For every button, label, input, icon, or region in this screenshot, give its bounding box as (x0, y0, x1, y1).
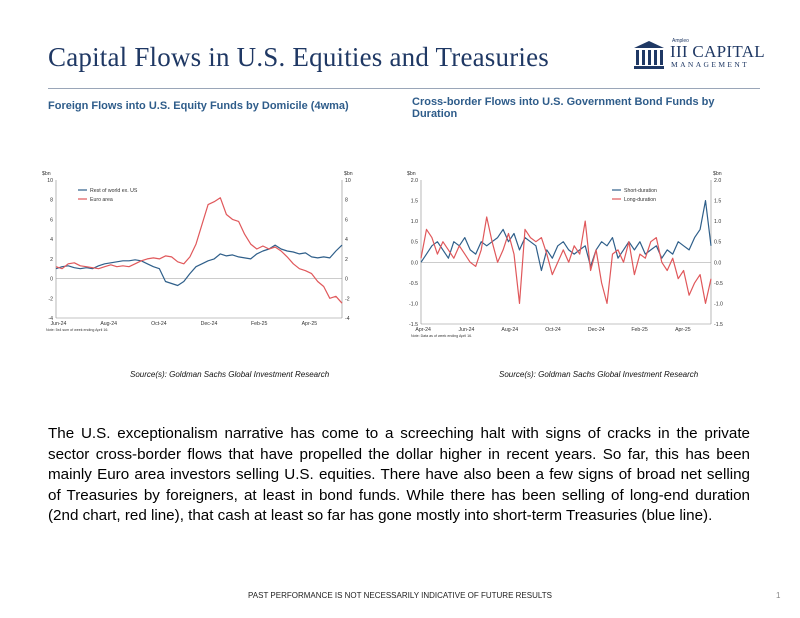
y-tick-right: -1.5 (714, 322, 723, 328)
y-tick-left: 0 (50, 277, 53, 283)
chart-note: Note: 5x4 sum of week ending April 16. (46, 328, 108, 332)
y-tick-right: 1.0 (714, 219, 721, 225)
series-line-euro-area (55, 197, 343, 304)
y-tick-left: -1.5 (409, 322, 418, 328)
y-tick-left: -4 (48, 316, 53, 322)
x-tick-label: Feb-25 (631, 327, 648, 333)
chart2-source: Source(s): Goldman Sachs Global Investme… (499, 370, 699, 379)
logo-main-text: III CAPITAL (670, 42, 765, 61)
y-tick-right: 0.5 (714, 240, 721, 246)
x-tick-label: Jun-24 (459, 327, 475, 333)
y-unit-left: $bn (42, 171, 51, 177)
y-tick-right: 8 (345, 198, 348, 204)
legend-label: Rest of world ex. US (90, 188, 138, 194)
company-logo: Ampleo III CAPITAL MANAGEMENT (632, 38, 765, 72)
y-tick-right: -0.5 (714, 281, 723, 287)
y-tick-left: 0.5 (411, 240, 418, 246)
y-tick-right: 6 (345, 217, 348, 223)
x-tick-label: Dec-24 (201, 321, 218, 327)
y-tick-left: 1.5 (411, 199, 418, 205)
y-tick-right: 0 (345, 277, 348, 283)
chart2-title: Cross-border Flows into U.S. Government … (412, 96, 715, 120)
y-tick-left: -2 (48, 296, 53, 302)
y-tick-left: 2 (50, 257, 53, 263)
legend-label: Short-duration (624, 188, 657, 194)
legend-label: Euro area (90, 197, 113, 203)
chart-note: Note: Data as of week ending April 16. (411, 334, 472, 338)
x-tick-label: Oct-24 (545, 327, 561, 333)
x-tick-label: Oct-24 (151, 321, 167, 327)
y-tick-left: 2.0 (411, 178, 418, 184)
x-tick-label: Dec-24 (588, 327, 605, 333)
x-tick-label: Apr-25 (675, 327, 691, 333)
x-tick-label: Jun-24 (51, 321, 67, 327)
chart1-source: Source(s): Goldman Sachs Global Investme… (130, 370, 330, 379)
page-title: Capital Flows in U.S. Equities and Treas… (48, 42, 549, 72)
commentary-paragraph: The U.S. exceptionalism narrative has co… (48, 425, 750, 524)
y-tick-left: -0.5 (409, 281, 418, 287)
title-divider (48, 88, 760, 89)
series-line-long-duration (420, 216, 712, 304)
equity-flows-chart: $bn $bn -4 -4 -2 -2 0 0 2 2 4 4 6 6 8 8 10 10 Jun-24 Aug-24… (42, 171, 353, 332)
page-number: 1 (776, 591, 781, 600)
x-tick-label: Aug-24 (100, 321, 117, 327)
series-line-short-duration (420, 199, 712, 272)
y-tick-right: 10 (345, 178, 351, 184)
x-tick-label: Aug-24 (501, 327, 518, 333)
x-tick-label: Apr-25 (302, 321, 318, 327)
y-tick-left: 4 (50, 237, 53, 243)
y-tick-right: 4 (345, 237, 348, 243)
y-tick-left: 8 (50, 198, 53, 204)
x-tick-label: Feb-25 (251, 321, 268, 327)
y-tick-left: -1.0 (409, 301, 418, 307)
bond-flows-chart: $bn $bn -1.5 -1.5 -1.0 -1.0 -0.5 -0.5 0.0 0.0 0.5 0… (407, 171, 723, 338)
y-tick-left: 6 (50, 217, 53, 223)
y-tick-left: 10 (47, 178, 53, 184)
logo-sub-text: MANAGEMENT (671, 60, 750, 69)
series-line-rest-of-world-ex-us (55, 244, 343, 287)
logo-small-text: Ampleo (672, 38, 689, 44)
columns-building-icon (634, 41, 664, 69)
y-tick-right: -4 (345, 316, 350, 322)
y-tick-right: 2.0 (714, 178, 721, 184)
y-tick-right: 2 (345, 257, 348, 263)
y-tick-right: 1.5 (714, 199, 721, 205)
y-tick-left: 1.0 (411, 219, 418, 225)
legend-label: Long-duration (624, 197, 656, 203)
chart1-title: Foreign Flows into U.S. Equity Funds by … (48, 100, 349, 112)
y-tick-right: 0.0 (714, 260, 721, 266)
y-unit-left: $bn (407, 171, 416, 177)
disclaimer-footer: PAST PERFORMANCE IS NOT NECESSARILY INDI… (248, 591, 552, 600)
x-tick-label: Apr-24 (415, 327, 431, 333)
y-tick-right: -1.0 (714, 301, 723, 307)
y-unit-right: $bn (344, 171, 353, 177)
y-unit-right: $bn (713, 171, 722, 177)
y-tick-left: 0.0 (411, 260, 418, 266)
y-tick-right: -2 (345, 296, 350, 302)
